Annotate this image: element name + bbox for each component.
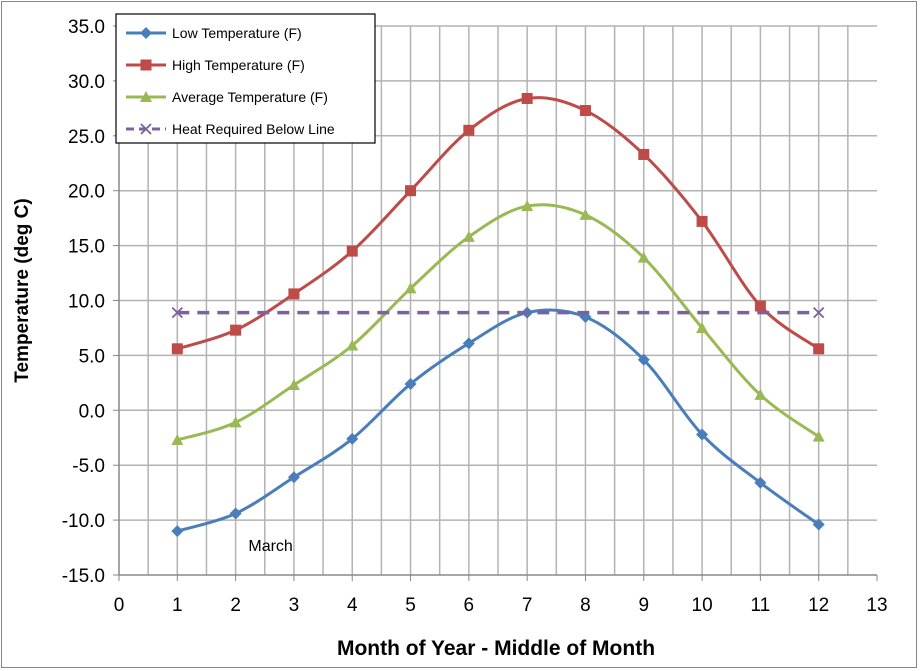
x-tick-label: 6 (464, 595, 475, 616)
data-point-triangle (462, 230, 475, 242)
data-point-diamond (696, 428, 709, 441)
data-point-x (813, 306, 825, 319)
x-tick-label: 4 (347, 595, 358, 616)
x-tick-label: 8 (580, 595, 591, 616)
data-point-triangle (346, 339, 359, 351)
x-tick-label: 13 (866, 595, 887, 616)
data-point-x (171, 306, 183, 319)
x-tick-label: 0 (114, 595, 125, 616)
data-point-triangle (754, 388, 767, 400)
data-point-square (288, 288, 300, 300)
legend-label: High Temperature (F) (172, 57, 305, 73)
data-point-square (171, 343, 183, 355)
y-tick-label: 25.0 (68, 127, 105, 148)
data-point-diamond (637, 353, 650, 366)
legend-marker (140, 59, 152, 71)
data-point-square (696, 215, 708, 227)
data-point-diamond (754, 476, 767, 489)
legend-label: Average Temperature (F) (172, 89, 328, 105)
data-point-triangle (812, 430, 825, 442)
data-point-triangle (404, 282, 417, 294)
data-point-diamond (462, 337, 475, 350)
legend-label: Heat Required Below Line (172, 121, 335, 137)
x-tick-label: 3 (289, 595, 300, 616)
y-tick-label: 20.0 (68, 182, 105, 203)
x-tick-label: 1 (172, 595, 183, 616)
data-point-triangle (229, 416, 242, 428)
data-point-diamond (287, 471, 300, 484)
data-point-diamond (171, 525, 184, 538)
y-tick-label: 35.0 (68, 17, 105, 38)
legend-marker (140, 27, 152, 39)
y-tick-label: 30.0 (68, 72, 105, 93)
data-point-square (754, 300, 766, 312)
data-point-square (579, 105, 591, 117)
y-tick-label: 10.0 (68, 292, 105, 313)
data-point-square (463, 124, 475, 136)
y-tick-label: 5.0 (79, 346, 105, 367)
data-point-diamond (346, 432, 359, 445)
legend-box (115, 13, 376, 144)
data-point-square (346, 245, 358, 257)
legend-marker (140, 91, 152, 102)
data-point-square (813, 343, 825, 355)
y-axis-title: Temperature (deg C) (12, 198, 33, 382)
data-point-diamond (229, 507, 242, 520)
data-point-diamond (404, 377, 417, 390)
y-tick-label: 15.0 (68, 237, 105, 258)
x-tick-label: 10 (692, 595, 713, 616)
data-point-triangle (521, 200, 534, 212)
x-tick-label: 9 (638, 595, 649, 616)
data-point-triangle (637, 251, 650, 263)
y-tick-label: -5.0 (72, 456, 105, 477)
data-point-triangle (579, 208, 592, 220)
annotation: March (248, 538, 292, 555)
data-point-triangle (171, 433, 184, 445)
x-axis-title: Month of Year - Middle of Month (337, 637, 655, 660)
x-tick-label: 11 (751, 595, 771, 616)
x-tick-label: 2 (230, 595, 241, 616)
data-point-square (230, 324, 242, 336)
data-point-diamond (812, 518, 825, 531)
x-tick-label: 7 (522, 595, 533, 616)
x-tick-label: 5 (405, 595, 416, 616)
data-point-square (405, 185, 417, 197)
legend: Low Temperature (F) High Temperature (F) A… (115, 13, 376, 144)
y-tick-label: 0.0 (79, 401, 105, 422)
y-tick-label: -15.0 (62, 566, 105, 587)
data-point-square (521, 92, 533, 104)
legend-marker (140, 123, 152, 135)
y-tick-label: -10.0 (62, 511, 105, 532)
series-2 (171, 200, 825, 445)
data-point-triangle (287, 379, 300, 391)
x-tick-label: 12 (808, 595, 829, 616)
series-3 (171, 306, 825, 319)
data-point-triangle (696, 321, 709, 333)
legend-label: Low Temperature (F) (172, 25, 302, 41)
series-1 (171, 92, 825, 355)
data-point-square (638, 148, 650, 160)
